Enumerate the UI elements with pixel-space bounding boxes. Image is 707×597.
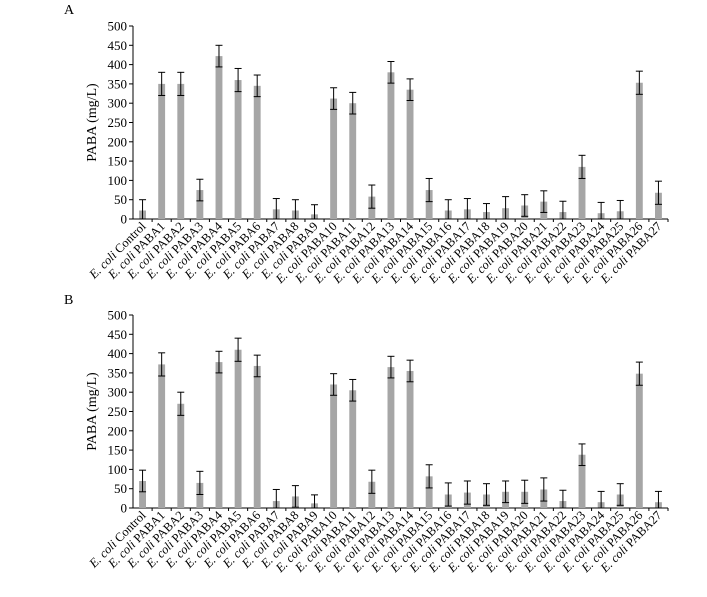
bar: [215, 56, 223, 219]
bar: [578, 454, 586, 508]
y-tick-label: 500: [108, 19, 128, 34]
bar: [177, 403, 185, 508]
bar: [406, 370, 414, 508]
bar: [196, 482, 204, 508]
y-axis-title: PABA (mg/L): [85, 372, 100, 451]
y-tick-label: 50: [114, 481, 127, 496]
y-tick-label: 400: [108, 57, 128, 72]
y-tick-label: 0: [121, 212, 128, 227]
bar: [387, 72, 395, 219]
bar: [635, 373, 643, 508]
y-tick-label: 400: [108, 346, 128, 361]
y-tick-label: 200: [108, 134, 128, 149]
y-tick-label: 0: [121, 501, 128, 516]
bar: [253, 365, 261, 508]
y-tick-label: 100: [108, 173, 128, 188]
panel-letter: A: [64, 3, 75, 18]
bar: [330, 384, 338, 508]
bar: [330, 98, 338, 219]
y-tick-label: 200: [108, 423, 128, 438]
bar: [406, 89, 414, 219]
bar: [368, 481, 376, 508]
y-tick-label: 500: [108, 308, 128, 323]
chart-panel-a: A PABA (mg/L) 0 50 100 150 200 250 300 350 400 450 5…: [64, 3, 669, 287]
bar: [387, 367, 395, 508]
chart-panel-b: B PABA (mg/L) 0 50 100 150 200 250 300 350 400 450 5…: [64, 293, 669, 576]
y-tick-label: 250: [108, 115, 128, 130]
bar: [177, 83, 185, 220]
bar: [215, 362, 223, 508]
bar: [234, 80, 242, 219]
bar: [635, 82, 643, 219]
bar: [425, 476, 433, 508]
y-tick-label: 50: [114, 192, 127, 207]
bar: [578, 166, 586, 219]
y-tick-label: 100: [108, 462, 128, 477]
bar: [158, 364, 166, 508]
y-tick-label: 150: [108, 443, 128, 458]
bar: [139, 480, 146, 508]
y-tick-label: 350: [108, 365, 128, 380]
y-axis-title: PABA (mg/L): [85, 83, 100, 162]
y-tick-label: 300: [108, 385, 128, 400]
bar: [655, 192, 662, 219]
y-tick-label: 450: [108, 38, 128, 53]
panel-letter: B: [64, 293, 73, 308]
bar: [349, 103, 357, 219]
bar: [196, 190, 204, 219]
bar: [253, 85, 261, 219]
y-tick-label: 300: [108, 96, 128, 111]
bar: [234, 349, 242, 508]
y-tick-label: 150: [108, 154, 128, 169]
y-tick-label: 350: [108, 76, 128, 91]
bar: [349, 390, 357, 508]
bar: [158, 83, 166, 220]
y-tick-label: 450: [108, 327, 128, 342]
bar: [425, 190, 433, 219]
y-tick-label: 250: [108, 404, 128, 419]
